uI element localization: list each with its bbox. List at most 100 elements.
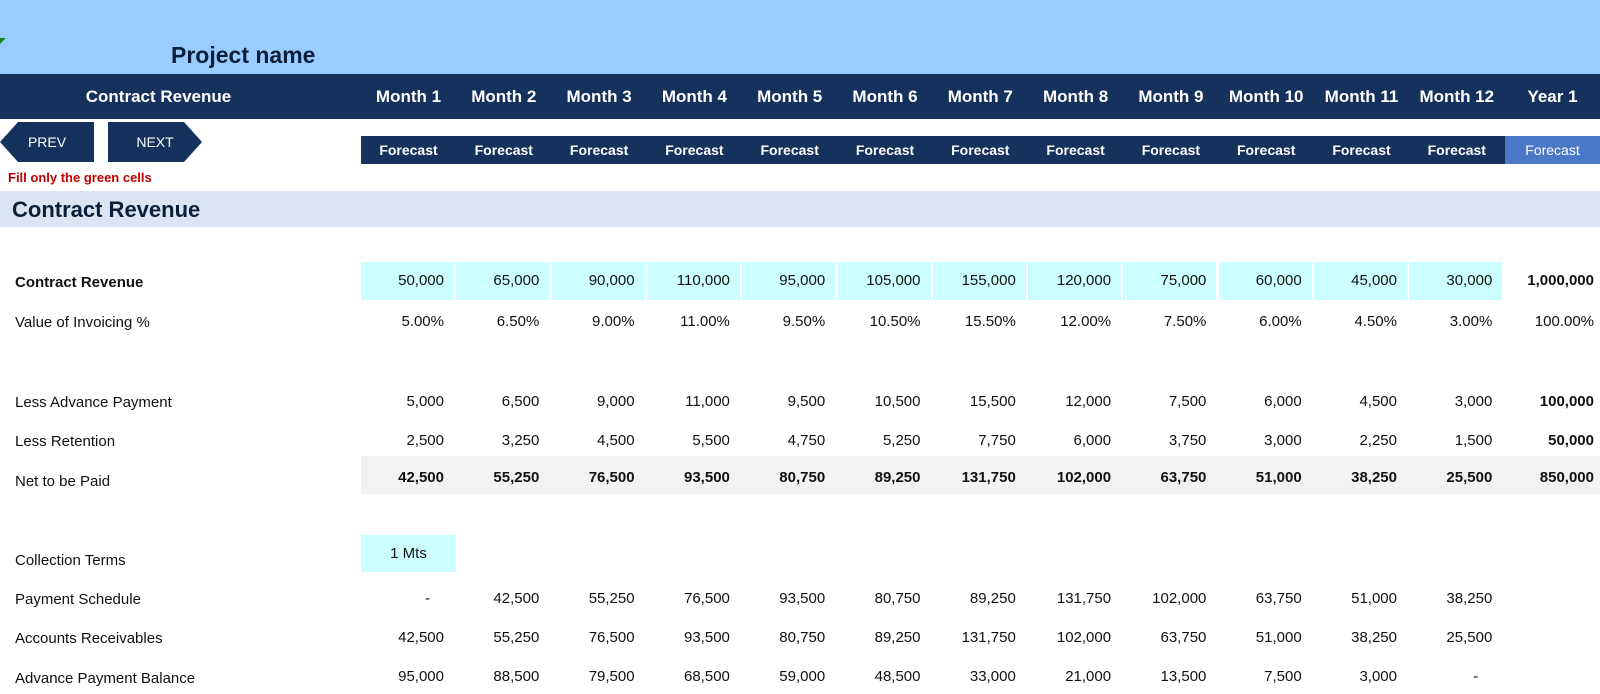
col-header-month-4: Month 4 [661, 87, 727, 106]
advance-cell-month-4: 11,000 [685, 393, 730, 410]
collection-terms-input[interactable]: 1 Mts [361, 535, 456, 572]
contract-revenue-cell-month-1[interactable]: 50,000 [361, 262, 454, 300]
schedule-cell-month-8: 131,750 [1056, 590, 1112, 607]
invoicing-cell-month-11: 4.50% [1354, 313, 1397, 330]
retention-cell-month-9: 3,750 [1168, 432, 1207, 449]
adv-balance-cell-month-6: 48,500 [874, 668, 921, 685]
forecast-bar [361, 136, 1600, 164]
contract-revenue-cell-month-2[interactable]: 65,000 [456, 262, 550, 300]
cell-comment-marker-icon [0, 38, 6, 44]
schedule-cell-month-12: 38,250 [1446, 590, 1493, 607]
adv-balance-cell-month-5: 59,000 [779, 668, 826, 685]
receivables-cell-month-6: 89,250 [874, 629, 921, 646]
adv-balance-cell-month-1: 95,000 [398, 668, 444, 685]
forecast-label-month-5: Forecast [760, 142, 819, 158]
invoicing-cell-month-9: 7.50% [1163, 313, 1207, 330]
retention-cell-month-5: 4,750 [787, 432, 826, 449]
col-header-year-1: Year 1 [1527, 87, 1578, 106]
forecast-label-month-1: Forecast [379, 142, 438, 158]
retention-cell-month-3: 4,500 [597, 432, 635, 449]
receivables-cell-month-9: 63,750 [1160, 629, 1207, 646]
contract-revenue-cell-month-5[interactable]: 95,000 [742, 262, 836, 300]
forecast-label-month-3: Forecast [569, 142, 629, 158]
row-label-adv-balance: Advance Payment Balance [15, 670, 196, 687]
row-label-advance: Less Advance Payment [15, 394, 172, 411]
col-header-month-7: Month 7 [947, 87, 1013, 106]
advance-cell-month-8: 12,000 [1065, 393, 1112, 410]
invoicing-cell-month-5: 9.50% [782, 313, 826, 330]
net-row-highlight [361, 456, 1600, 494]
receivables-cell-month-10: 51,000 [1255, 629, 1302, 646]
row-label-retention: Less Retention [15, 433, 116, 450]
prev-button[interactable]: PREV [0, 122, 94, 162]
contract-revenue-cell-month-8[interactable]: 120,000 [1028, 262, 1122, 300]
advance-cell-month-11: 4,500 [1359, 393, 1397, 410]
invoicing-cell-month-10: 6.00% [1259, 313, 1302, 330]
forecast-label-month-11: Forecast [1332, 142, 1391, 158]
schedule-cell-month-3: 55,250 [588, 590, 635, 607]
contract-revenue-cell-month-3[interactable]: 90,000 [551, 262, 645, 300]
net-cell-month-11: 38,250 [1351, 469, 1397, 486]
col-header-month-2: Month 2 [471, 87, 537, 106]
retention-cell-month-6: 5,250 [882, 432, 921, 449]
row-label-collection: Collection Terms [15, 552, 126, 569]
invoicing-cell-month-12: 3.00% [1449, 313, 1493, 330]
net-cell-month-4: 93,500 [684, 469, 730, 486]
adv-balance-cell-month-7: 33,000 [969, 668, 1016, 685]
retention-cell-month-8: 6,000 [1073, 432, 1112, 449]
adv-balance-cell-month-12: - [1473, 668, 1479, 685]
row-label-contract-revenue: Contract Revenue [15, 274, 144, 291]
contract-revenue-cell-month-12[interactable]: 30,000 [1409, 262, 1503, 300]
invoicing-cell-month-7: 15.50% [964, 313, 1016, 330]
net-cell-month-6: 89,250 [874, 469, 921, 486]
invoicing-cell-month-8: 12.00% [1060, 313, 1112, 330]
col-header-month-5: Month 5 [757, 87, 823, 106]
forecast-label-month-2: Forecast [474, 142, 533, 158]
adv-balance-cell-month-8: 21,000 [1065, 668, 1112, 685]
schedule-cell-month-6: 80,750 [874, 590, 921, 607]
row-label-schedule: Payment Schedule [15, 591, 141, 608]
header-separator [361, 134, 1600, 136]
advance-cell-month-2: 6,500 [501, 393, 540, 410]
net-cell-month-12: 25,500 [1446, 469, 1493, 486]
forecast-label-month-4: Forecast [665, 142, 724, 158]
adv-balance-cell-month-11: 3,000 [1359, 668, 1397, 685]
col-header-month-10: Month 10 [1228, 87, 1304, 106]
forecast-label-month-8: Forecast [1046, 142, 1105, 158]
instruction-note: Fill only the green cells [8, 170, 152, 185]
adv-balance-cell-month-4: 68,500 [684, 668, 730, 685]
net-cell-month-10: 51,000 [1255, 469, 1302, 486]
contract-revenue-cell-month-10[interactable]: 60,000 [1218, 262, 1312, 300]
retention-cell-month-11: 2,250 [1359, 432, 1397, 449]
invoicing-cell-month-4: 11.00% [680, 313, 730, 330]
retention-total-year-1: 50,000 [1548, 432, 1594, 449]
forecast-label-month-7: Forecast [951, 142, 1010, 158]
project-title[interactable]: Project name [171, 42, 316, 68]
col-header-month-11: Month 11 [1324, 87, 1399, 106]
contract-revenue-cell-month-11[interactable]: 45,000 [1314, 262, 1407, 300]
next-button[interactable]: NEXT [108, 122, 202, 162]
contract-revenue-total-year-1: 1,000,000 [1527, 272, 1594, 289]
adv-balance-cell-month-3: 79,500 [588, 668, 635, 685]
retention-cell-month-1: 2,500 [406, 432, 444, 449]
contract-revenue-cell-month-7[interactable]: 155,000 [932, 262, 1026, 300]
adv-balance-cell-month-9: 13,500 [1160, 668, 1207, 685]
col-header-month-3: Month 3 [566, 87, 632, 106]
contract-revenue-cell-month-9[interactable]: 75,000 [1123, 262, 1217, 300]
advance-cell-month-6: 10,500 [874, 393, 921, 410]
contract-revenue-cell-month-6[interactable]: 105,000 [837, 262, 931, 300]
contract-revenue-cell-month-4[interactable]: 110,000 [646, 262, 740, 300]
retention-cell-month-10: 3,000 [1264, 432, 1302, 449]
schedule-cell-month-4: 76,500 [684, 590, 730, 607]
title-band [0, 0, 1600, 74]
header-bar [0, 74, 1600, 119]
advance-cell-month-12: 3,000 [1454, 393, 1493, 410]
col-header-month-12: Month 12 [1419, 87, 1495, 106]
invoicing-cell-month-2: 6.50% [496, 313, 540, 330]
adv-balance-cell-month-10: 7,500 [1264, 668, 1302, 685]
receivables-cell-month-3: 76,500 [588, 629, 635, 646]
header-section-label: Contract Revenue [85, 87, 232, 106]
advance-cell-month-9: 7,500 [1168, 393, 1207, 410]
col-header-month-1: Month 1 [375, 87, 442, 106]
retention-cell-month-4: 5,500 [692, 432, 730, 449]
